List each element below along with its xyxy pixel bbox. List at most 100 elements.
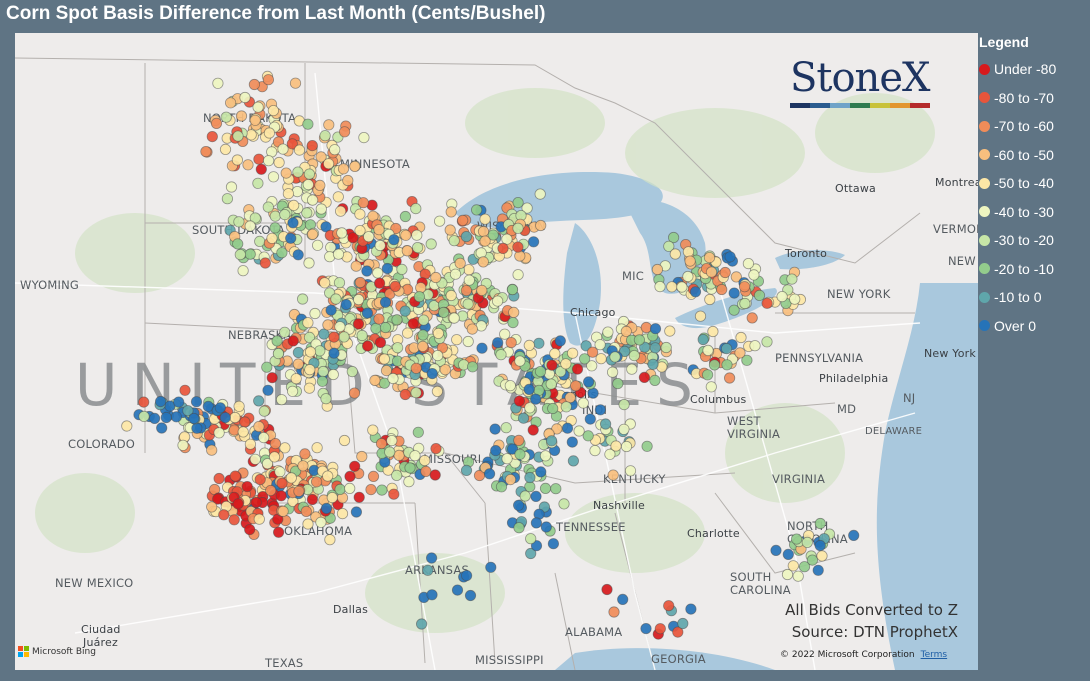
bid-point[interactable]	[451, 584, 464, 596]
bid-point[interactable]	[741, 354, 753, 366]
bid-point[interactable]	[448, 312, 460, 324]
bid-point[interactable]	[586, 346, 599, 358]
bid-point[interactable]	[263, 155, 275, 167]
bid-point[interactable]	[336, 507, 349, 520]
bid-point[interactable]	[738, 281, 751, 293]
bid-point[interactable]	[399, 210, 411, 223]
bid-point[interactable]	[262, 201, 274, 213]
bid-point[interactable]	[463, 264, 475, 276]
bid-point[interactable]	[523, 339, 535, 351]
bid-point[interactable]	[303, 331, 316, 343]
bid-point[interactable]	[244, 523, 256, 536]
bid-point[interactable]	[328, 347, 340, 359]
bid-point[interactable]	[337, 163, 350, 175]
bid-point[interactable]	[287, 335, 299, 347]
legend-item[interactable]: -80 to -70	[979, 84, 1087, 113]
bid-point[interactable]	[608, 606, 620, 618]
bid-point[interactable]	[602, 326, 614, 338]
bid-point[interactable]	[697, 333, 709, 346]
bid-point[interactable]	[244, 248, 256, 260]
bid-point[interactable]	[444, 224, 456, 236]
bid-point[interactable]	[470, 204, 483, 216]
bid-point[interactable]	[407, 318, 419, 330]
bid-point[interactable]	[477, 225, 490, 238]
bid-point[interactable]	[329, 144, 341, 156]
bid-point[interactable]	[489, 423, 501, 435]
bid-point[interactable]	[276, 477, 288, 489]
bid-point[interactable]	[426, 589, 438, 601]
bid-point[interactable]	[521, 202, 533, 214]
bid-point[interactable]	[401, 327, 414, 339]
bid-point[interactable]	[399, 305, 411, 317]
bid-point[interactable]	[356, 329, 368, 342]
bid-point[interactable]	[315, 516, 327, 528]
bid-point[interactable]	[776, 290, 788, 303]
bid-point[interactable]	[279, 442, 291, 454]
bid-point[interactable]	[534, 188, 546, 200]
bid-point[interactable]	[235, 110, 248, 122]
bid-point[interactable]	[303, 168, 315, 180]
bid-point[interactable]	[249, 114, 261, 126]
bid-point[interactable]	[232, 238, 244, 250]
bid-point[interactable]	[342, 174, 354, 187]
bid-point[interactable]	[328, 331, 340, 343]
bid-point[interactable]	[302, 179, 314, 191]
bid-point[interactable]	[578, 353, 591, 365]
bid-point[interactable]	[173, 396, 185, 408]
bid-point[interactable]	[403, 476, 415, 488]
bid-point[interactable]	[617, 593, 629, 606]
bid-point[interactable]	[219, 411, 231, 424]
bid-point[interactable]	[411, 229, 423, 241]
bid-point[interactable]	[814, 539, 826, 552]
bid-point[interactable]	[618, 423, 630, 435]
bid-point[interactable]	[286, 138, 298, 150]
bid-point[interactable]	[524, 402, 536, 414]
bid-point[interactable]	[322, 158, 335, 170]
bid-point[interactable]	[334, 321, 346, 333]
bid-point[interactable]	[620, 325, 632, 337]
bid-point[interactable]	[641, 440, 653, 452]
bid-point[interactable]	[694, 310, 707, 322]
bid-point[interactable]	[633, 334, 646, 346]
bid-point[interactable]	[684, 255, 696, 267]
bid-point[interactable]	[609, 351, 621, 363]
bid-point[interactable]	[546, 359, 558, 371]
bid-point[interactable]	[303, 382, 315, 394]
bid-point[interactable]	[332, 248, 345, 260]
bid-point[interactable]	[391, 342, 404, 354]
bid-point[interactable]	[595, 353, 607, 365]
bid-point[interactable]	[704, 293, 716, 306]
bid-point[interactable]	[545, 378, 557, 390]
bid-point[interactable]	[367, 470, 380, 482]
bid-point[interactable]	[285, 232, 297, 244]
bid-point[interactable]	[748, 269, 760, 281]
bid-point[interactable]	[389, 280, 401, 292]
bid-point[interactable]	[525, 547, 537, 560]
bid-point[interactable]	[384, 446, 396, 458]
bid-point[interactable]	[358, 132, 370, 144]
bid-point[interactable]	[654, 281, 666, 293]
bid-point[interactable]	[367, 424, 379, 436]
bid-point[interactable]	[319, 277, 331, 289]
bid-point[interactable]	[277, 143, 289, 155]
bid-point[interactable]	[479, 213, 491, 225]
bid-point[interactable]	[604, 448, 616, 460]
bid-point[interactable]	[647, 358, 659, 370]
bid-point[interactable]	[206, 444, 218, 456]
bid-point[interactable]	[448, 235, 460, 247]
bid-point[interactable]	[200, 146, 212, 158]
bid-point[interactable]	[513, 395, 525, 407]
bid-point[interactable]	[258, 405, 270, 417]
bid-point[interactable]	[317, 365, 329, 378]
bid-point[interactable]	[348, 387, 361, 399]
bid-point[interactable]	[381, 262, 393, 275]
bid-point[interactable]	[275, 490, 287, 502]
bid-point[interactable]	[356, 450, 368, 463]
bid-point[interactable]	[654, 623, 666, 635]
bid-point[interactable]	[287, 217, 299, 229]
bid-point[interactable]	[237, 265, 249, 277]
bid-point[interactable]	[512, 197, 524, 209]
bid-point[interactable]	[373, 277, 386, 289]
bid-point[interactable]	[272, 526, 285, 538]
bid-point[interactable]	[212, 77, 224, 89]
